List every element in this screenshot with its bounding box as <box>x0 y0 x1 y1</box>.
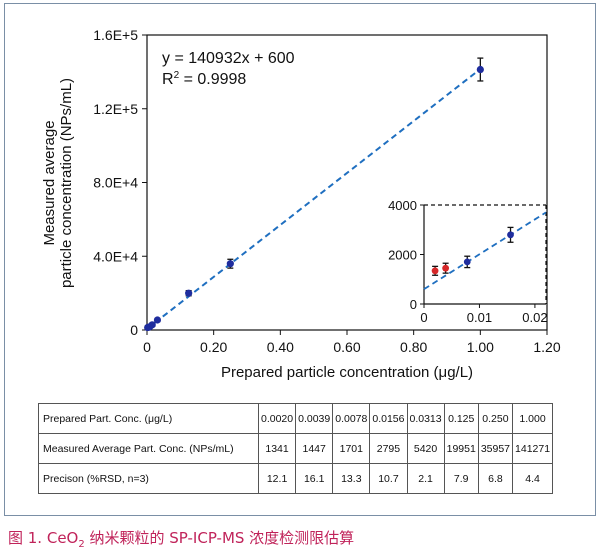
inset-fit-line-segment <box>423 211 547 290</box>
table-cell: 0.0020 <box>257 403 297 434</box>
caption-subscript: 2 <box>78 539 85 550</box>
x-tick-label: 0.60 <box>333 339 360 355</box>
r-squared-sup: 2 <box>174 70 180 81</box>
table-cell: 0.0078 <box>332 403 371 434</box>
point-marker <box>153 316 162 324</box>
table-cell: 1447 <box>295 433 334 464</box>
table-row-label: Precison (%RSD, n=3) <box>38 463 259 494</box>
calibration-chart: 0 0.20 0.40 0.60 0.80 1.00 1.20 0 4.0E+4 8.0E+4 1.… <box>41 27 561 381</box>
inset-data-point <box>463 255 471 269</box>
inset-y-tick-label: 0 <box>410 297 417 312</box>
table-cell: 12.1 <box>257 463 297 494</box>
inset-y-tick-label: 4000 <box>388 198 417 213</box>
inset-axes <box>420 204 547 308</box>
y-tick-label: 8.0E+4 <box>93 175 138 191</box>
table-cell: 7.9 <box>443 463 479 494</box>
caption-prefix: 图 1. CeO <box>8 529 79 547</box>
table-cell: 2795 <box>369 433 408 464</box>
table-cell: 2.1 <box>406 463 445 494</box>
inset-data-point <box>442 262 450 274</box>
x-tick-label: 0.40 <box>267 339 294 355</box>
table-cell: 0.125 <box>443 403 479 434</box>
x-tick-label: 0.20 <box>200 339 227 355</box>
table-cell: 35957 <box>477 433 514 464</box>
table-cell: 13.3 <box>332 463 371 494</box>
point-marker <box>148 321 156 329</box>
y-axis-label-line2: particle concentration (NPs/mL) <box>58 78 75 288</box>
inset-point-marker <box>442 264 450 272</box>
r-squared-prefix: R <box>162 71 174 88</box>
caption-suffix: 纳米颗粒的 SP-ICP-MS 浓度检测限估算 <box>84 529 355 547</box>
fit-line <box>146 68 481 330</box>
table-row-label: Prepared Part. Conc. (μg/L) <box>38 403 259 434</box>
figure-frame <box>4 3 596 516</box>
data-point <box>148 321 156 329</box>
inset-tick-labels: 0 0.01 0.02 0 2000 4000 <box>388 198 547 325</box>
point-marker <box>476 65 484 74</box>
r-squared-value: = 0.9998 <box>179 71 246 88</box>
inset-x-tick-label: 0.01 <box>467 310 492 325</box>
y-tick-label: 1.2E+5 <box>93 101 138 117</box>
table-cell: 1341 <box>257 433 297 464</box>
x-axis-label: Prepared particle concentration (μg/L) <box>221 364 473 381</box>
data-point <box>153 316 162 324</box>
figure-caption: 图 1. CeO2 纳米颗粒的 SP-ICP-MS 浓度检测限估算 <box>8 527 354 550</box>
y-tick-label: 0 <box>130 322 138 338</box>
x-tick-label: 0.80 <box>400 339 427 355</box>
inset-point-marker <box>431 267 439 275</box>
x-tick-label: 0 <box>143 339 151 355</box>
x-tick-label: 1.20 <box>533 339 560 355</box>
main-tick-labels: 0 0.20 0.40 0.60 0.80 1.00 1.20 0 4.0E+4 8.0E+4 1.… <box>93 27 561 355</box>
table-cell: 6.8 <box>477 463 514 494</box>
inset-point-marker <box>463 258 471 266</box>
main-axes <box>142 34 548 335</box>
table-row-label: Measured Average Part. Conc. (NPs/mL) <box>38 433 259 464</box>
inset-data-point <box>507 226 514 243</box>
table-cell: 0.0313 <box>406 403 445 434</box>
table-cell: 5420 <box>406 433 445 464</box>
r-squared: R2 = 0.9998 <box>162 70 246 88</box>
y-tick-label: 1.6E+5 <box>93 27 138 43</box>
y-tick-label: 4.0E+4 <box>93 248 138 264</box>
fit-equation: y = 140932x + 600 <box>162 50 295 67</box>
inset-background <box>424 205 546 304</box>
table-cell: 10.7 <box>369 463 408 494</box>
table-cell: 4.4 <box>512 463 554 494</box>
data-point <box>185 289 193 297</box>
table-row: Precison (%RSD, n=3) 12.1 16.1 13.3 10.7 2.1 7… <box>38 463 554 494</box>
data-point <box>226 258 234 269</box>
table-cell: 16.1 <box>295 463 334 494</box>
table-row: Measured Average Part. Conc. (NPs/mL) 134… <box>38 433 554 464</box>
inset-x-tick-label: 0.02 <box>522 310 547 325</box>
data-point <box>476 57 484 82</box>
table-row: Prepared Part. Conc. (μg/L) 0.0020 0.0039 0… <box>38 403 554 434</box>
inset-chart: 0 0.01 0.02 0 2000 4000 <box>388 198 547 325</box>
point-marker <box>226 260 234 268</box>
point-marker <box>185 289 193 297</box>
table-cell: 19951 <box>443 433 479 464</box>
table-cell: 1701 <box>332 433 371 464</box>
main-data-points <box>144 57 484 332</box>
y-axis-label-line1: Measured average <box>41 120 58 245</box>
table-cell: 0.0156 <box>369 403 408 434</box>
inset-y-tick-label: 2000 <box>388 248 417 263</box>
inset-data-points <box>431 226 514 276</box>
table-cell: 0.0039 <box>295 403 334 434</box>
table-cell: 141271 <box>512 433 554 464</box>
inset-x-tick-label: 0 <box>420 310 427 325</box>
inset-fit-line <box>423 211 547 290</box>
data-table: Prepared Part. Conc. (μg/L) 0.0020 0.0039 0… <box>38 403 554 494</box>
x-tick-label: 1.00 <box>467 339 494 355</box>
table-cell: 1.000 <box>512 403 554 434</box>
main-fit-line <box>146 68 481 330</box>
table-cell: 0.250 <box>477 403 514 434</box>
inset-data-point <box>431 265 439 276</box>
inset-point-marker <box>507 231 514 239</box>
